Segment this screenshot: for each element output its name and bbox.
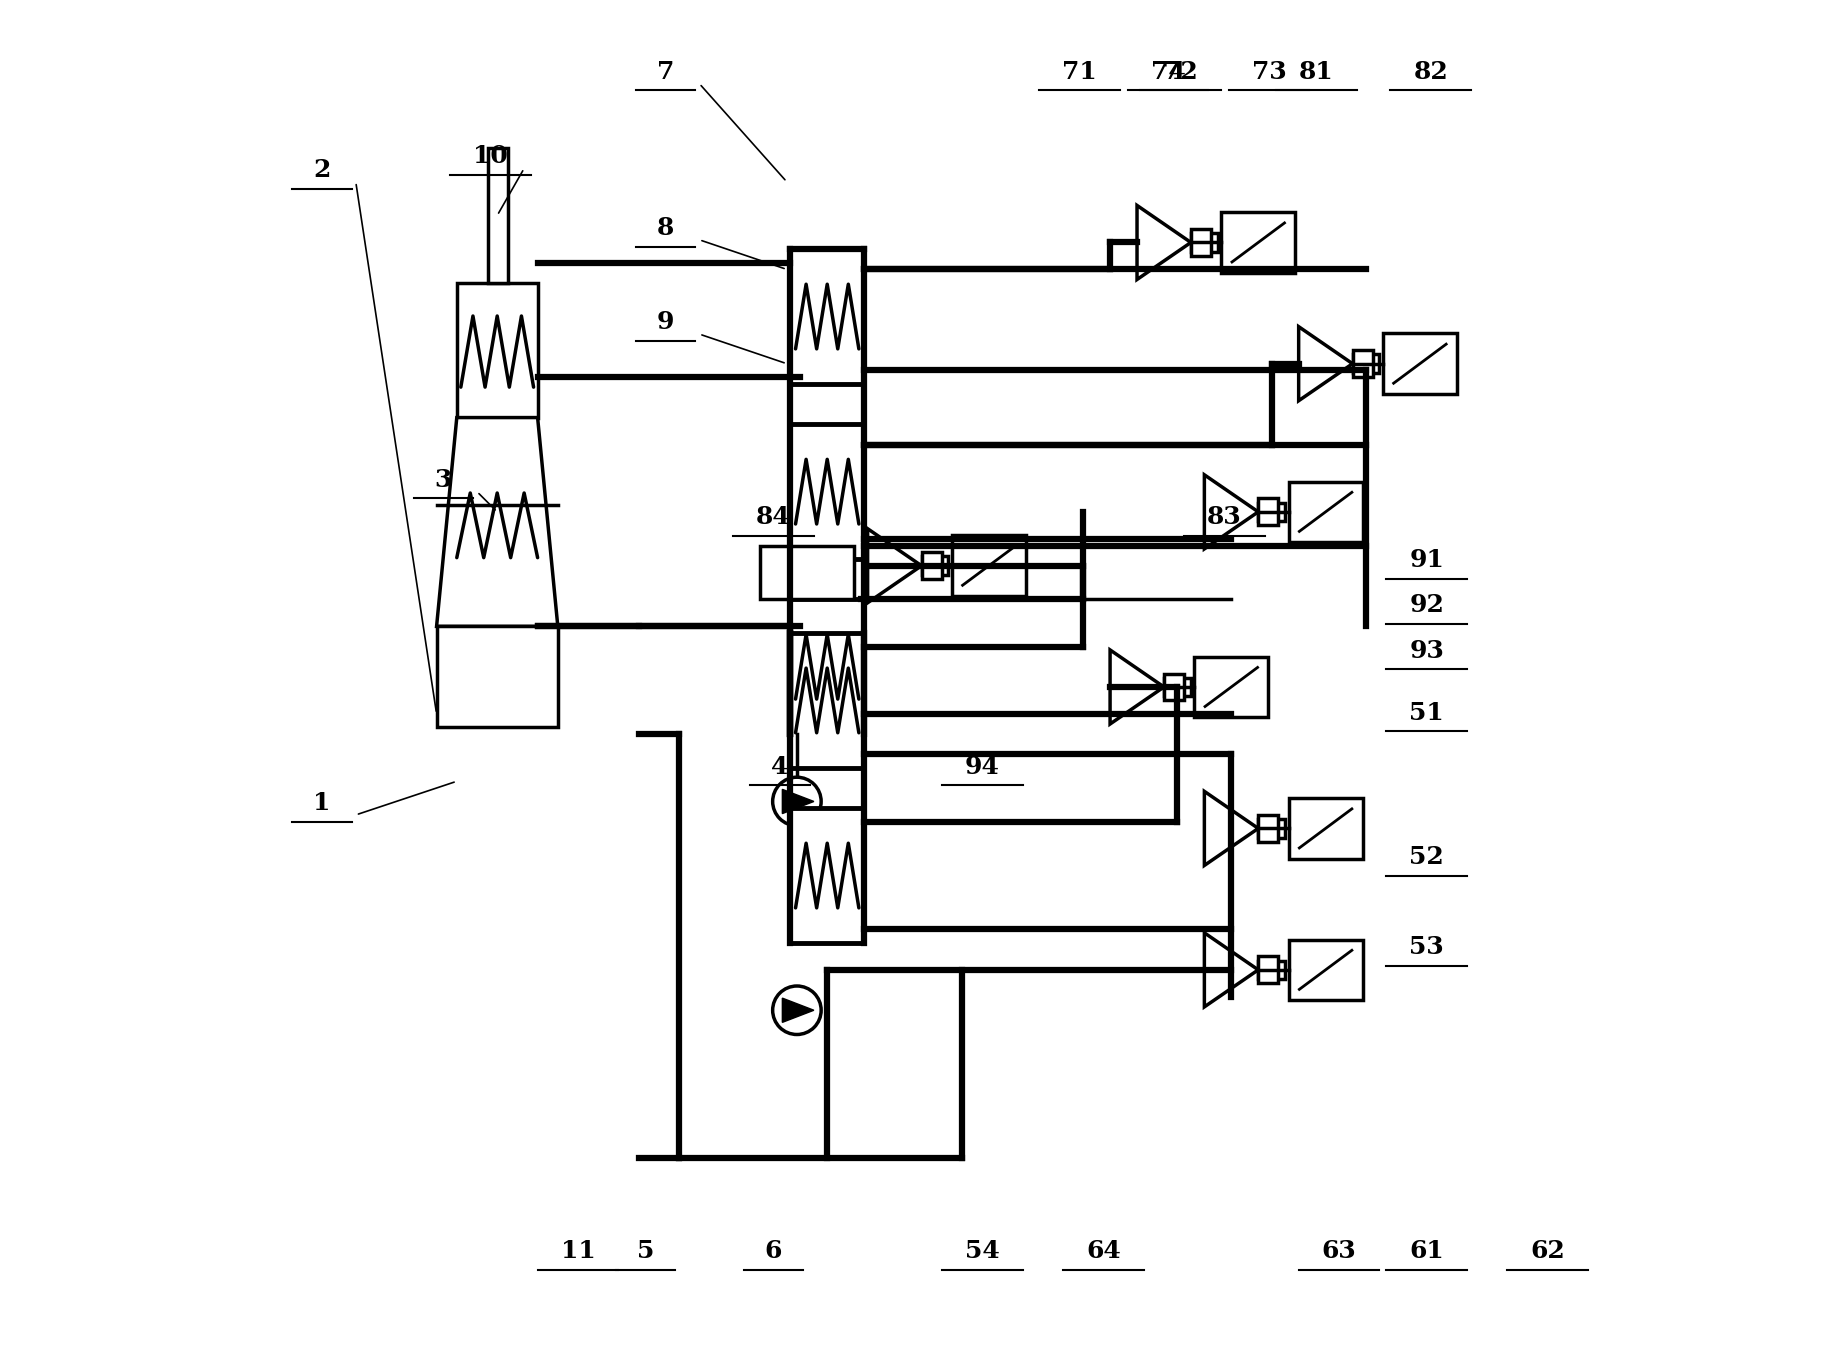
Bar (791, 424, 864, 559)
Bar (922, 552, 942, 579)
Text: 71: 71 (1062, 59, 1097, 84)
Bar (1191, 233, 1218, 252)
Polygon shape (868, 529, 922, 603)
Circle shape (772, 986, 822, 1034)
Polygon shape (1109, 651, 1165, 725)
Text: 93: 93 (1410, 638, 1445, 663)
Bar (951, 536, 1027, 595)
Bar (1259, 498, 1279, 525)
Polygon shape (1203, 932, 1259, 1008)
Text: 84: 84 (756, 505, 791, 529)
Polygon shape (1203, 791, 1259, 866)
Polygon shape (1137, 206, 1191, 280)
Bar (791, 249, 864, 384)
Polygon shape (1299, 327, 1353, 401)
Bar (1259, 815, 1279, 842)
Bar (1353, 354, 1379, 373)
Bar (1288, 940, 1362, 999)
Text: 53: 53 (1410, 935, 1445, 959)
Bar (1222, 211, 1296, 272)
Text: 6: 6 (765, 1239, 781, 1263)
Bar (1191, 229, 1211, 256)
Bar (1353, 350, 1373, 377)
Text: 81: 81 (1299, 59, 1334, 84)
Bar (791, 599, 864, 734)
Text: 4: 4 (772, 754, 789, 779)
Text: 94: 94 (964, 754, 999, 779)
Bar (1165, 674, 1185, 700)
Bar (488, 148, 509, 283)
Text: 54: 54 (964, 1239, 999, 1263)
Text: 2: 2 (313, 158, 330, 182)
Text: 92: 92 (1410, 593, 1445, 617)
Text: 63: 63 (1321, 1239, 1356, 1263)
Text: 82: 82 (1414, 59, 1449, 84)
Text: 83: 83 (1207, 505, 1242, 529)
Text: 72: 72 (1163, 59, 1198, 84)
Circle shape (772, 777, 822, 826)
Text: 91: 91 (1410, 548, 1445, 572)
Text: 51: 51 (1410, 700, 1445, 725)
Polygon shape (437, 418, 558, 626)
Text: 62: 62 (1530, 1239, 1565, 1263)
Text: 10: 10 (474, 144, 509, 168)
Text: 74: 74 (1150, 59, 1185, 84)
Bar (759, 546, 853, 599)
Bar (1259, 960, 1285, 979)
Text: 8: 8 (656, 216, 675, 240)
Text: 11: 11 (560, 1239, 595, 1263)
Text: 64: 64 (1086, 1239, 1121, 1263)
Text: 3: 3 (435, 467, 452, 492)
Bar (791, 633, 864, 768)
Polygon shape (783, 789, 815, 814)
Text: 5: 5 (636, 1239, 654, 1263)
Text: 9: 9 (656, 310, 675, 334)
Polygon shape (783, 998, 815, 1022)
Bar (457, 283, 538, 418)
Bar (791, 808, 864, 943)
Bar (1382, 333, 1458, 393)
Text: 52: 52 (1410, 845, 1445, 869)
Bar (1259, 819, 1285, 838)
Text: 1: 1 (313, 791, 330, 815)
Bar (1259, 502, 1285, 521)
Text: 61: 61 (1410, 1239, 1445, 1263)
Bar (1259, 956, 1279, 983)
Text: 73: 73 (1251, 59, 1286, 84)
Bar (1165, 678, 1191, 696)
Text: 7: 7 (656, 59, 675, 84)
Polygon shape (1203, 475, 1259, 550)
Bar (1288, 481, 1362, 541)
Bar (1194, 657, 1268, 717)
Bar (437, 626, 558, 727)
Bar (922, 556, 949, 575)
Bar (1288, 797, 1362, 859)
